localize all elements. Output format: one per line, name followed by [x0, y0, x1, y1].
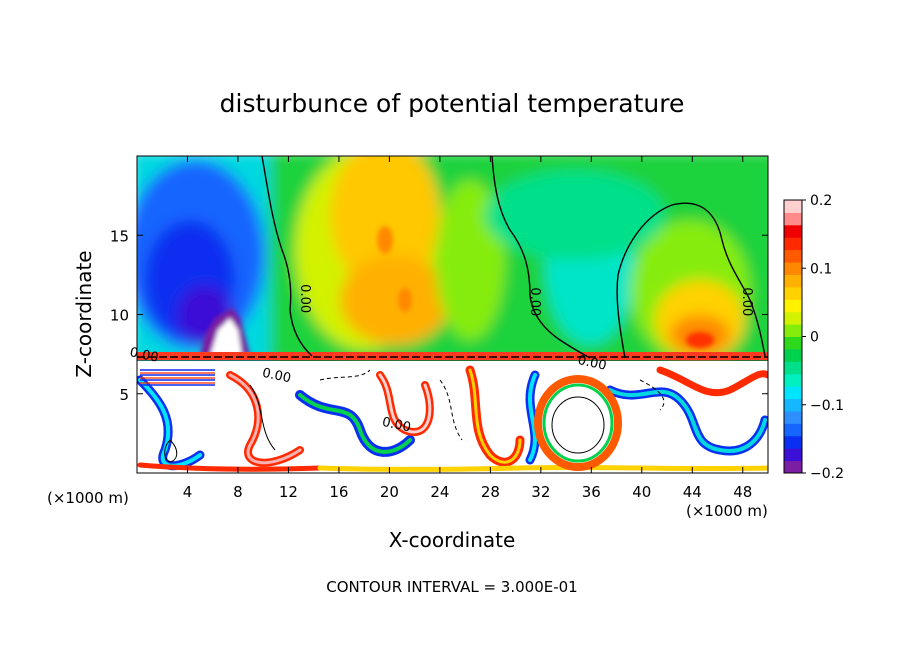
y-tick-label: 5	[119, 386, 129, 404]
colorbar-swatch	[784, 262, 802, 275]
colorbar-swatch	[784, 249, 802, 263]
contour-label: 0.00	[527, 287, 542, 316]
colorbar-swatch	[784, 286, 802, 300]
colorbar-swatch	[784, 460, 802, 474]
x-axis-ticks: 4 8 12 16 20 24 28 32 36 40 44 48	[183, 156, 752, 501]
chart-title: disturbunce of potential temperature	[220, 89, 685, 118]
colorbar-swatch	[784, 348, 802, 362]
x-tick-label: 48	[733, 483, 752, 501]
x-axis-label: X-coordinate	[389, 528, 516, 552]
colorbar-swatch	[784, 373, 802, 387]
y-axis-label: Z-coordinate	[72, 250, 96, 377]
x-tick-label: 40	[632, 483, 651, 501]
contour-label: 0.00	[128, 345, 159, 366]
x-tick-label: 16	[329, 483, 348, 501]
contour-label: 0.00	[381, 415, 412, 436]
colorbar-tick-label: 0.1	[810, 261, 832, 277]
contour-labels: 0.00 0.00 0.00 0.00 0.00 0.00 0.00	[128, 284, 753, 435]
colorbar-swatch	[784, 274, 802, 288]
contour-label: 0.00	[297, 284, 312, 313]
zero-contours	[261, 156, 766, 359]
colorbar-swatch	[784, 336, 802, 350]
contour-label: 0.00	[739, 287, 754, 316]
colorbar-swatch	[784, 435, 802, 449]
x-tick-label: 36	[582, 483, 601, 501]
x-tick-label: 28	[481, 483, 500, 501]
colorbar-swatch	[784, 448, 802, 462]
y-axis-ticks: 5 10 15	[110, 227, 768, 404]
y-tick-label: 15	[110, 227, 129, 245]
colorbar-swatch	[784, 386, 802, 400]
x-tick-label: 8	[233, 483, 243, 501]
x-tick-label: 44	[683, 483, 702, 501]
x-tick-label: 12	[279, 483, 298, 501]
colorbar-swatch	[784, 423, 802, 437]
contour-label: 0.00	[576, 353, 607, 374]
colorbar-swatch	[784, 237, 802, 251]
upper-field-detail	[200, 226, 714, 356]
colorbar-swatch	[784, 299, 802, 313]
colorbar-tick-label: −0.1	[810, 398, 844, 414]
colorbar-swatch	[784, 311, 802, 325]
x-tick-label: 20	[380, 483, 399, 501]
contour-interval-note: CONTOUR INTERVAL = 3.000E-01	[326, 578, 577, 596]
interface-band	[137, 352, 768, 360]
lower-field	[137, 361, 768, 473]
contour-label: 0.00	[261, 366, 292, 387]
colorbar-tick-label: −0.2	[810, 466, 844, 482]
colorbar-tick-label: 0.2	[810, 193, 832, 209]
x-unit-label-right: (×1000 m)	[686, 502, 768, 520]
colorbar-ticks: −0.2 −0.1 0 0.1 0.2	[802, 193, 844, 482]
plot-area: 0.00 0.00 0.000.000.000.000.00 4 8 12 16 20 24 2…	[110, 155, 769, 501]
colorbar-swatch	[784, 410, 802, 424]
x-tick-label: 4	[183, 483, 193, 501]
colorbar-swatch	[784, 361, 802, 375]
x-tick-label: 32	[531, 483, 550, 501]
colorbar-tick-label: 0	[810, 330, 819, 346]
colorbar-swatch	[784, 398, 802, 412]
x-unit-label: (×1000 m)	[47, 489, 129, 507]
colorbar-swatches	[784, 200, 802, 474]
x-tick-label: 24	[430, 483, 449, 501]
colorbar-swatch	[784, 224, 802, 238]
colorbar-swatch	[784, 212, 802, 226]
colorbar-swatch	[784, 200, 802, 213]
y-tick-label: 10	[110, 307, 129, 325]
colorbar-swatch	[784, 324, 802, 337]
colorbar: −0.2 −0.1 0 0.1 0.2	[783, 193, 844, 482]
